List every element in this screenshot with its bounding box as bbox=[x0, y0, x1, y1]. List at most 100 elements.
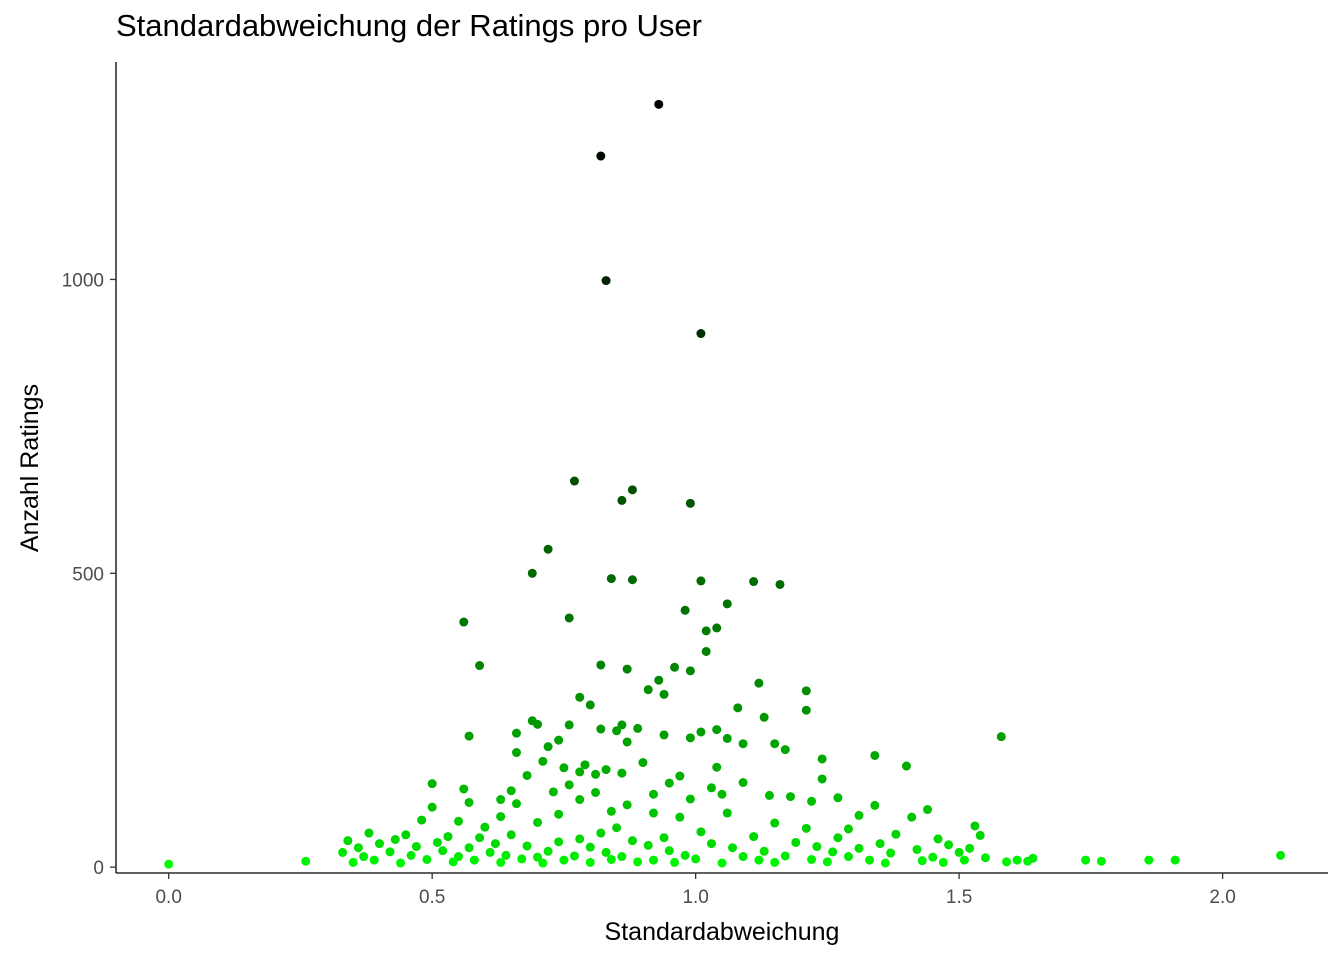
data-point bbox=[374, 839, 384, 849]
data-point bbox=[475, 661, 485, 671]
data-point bbox=[606, 806, 616, 816]
data-point bbox=[527, 568, 537, 578]
data-point bbox=[548, 787, 558, 797]
data-point bbox=[933, 834, 943, 844]
data-point bbox=[511, 799, 521, 809]
data-point bbox=[754, 855, 764, 865]
data-point bbox=[580, 760, 590, 770]
data-point bbox=[533, 817, 543, 827]
data-point bbox=[643, 840, 653, 850]
data-point bbox=[475, 833, 485, 843]
y-tick-label: 0 bbox=[93, 858, 104, 879]
data-point bbox=[385, 847, 395, 857]
data-point bbox=[390, 835, 400, 845]
data-point bbox=[691, 854, 701, 864]
data-point bbox=[870, 800, 880, 810]
data-point bbox=[575, 795, 585, 805]
data-point bbox=[353, 843, 363, 853]
x-tick-label: 0.5 bbox=[419, 887, 445, 908]
data-point bbox=[617, 768, 627, 778]
data-point bbox=[1028, 853, 1038, 863]
data-point bbox=[564, 780, 574, 790]
data-point bbox=[454, 816, 464, 826]
data-point bbox=[833, 833, 843, 843]
data-point bbox=[164, 859, 174, 869]
data-point bbox=[427, 779, 437, 789]
data-point bbox=[359, 852, 369, 862]
data-point bbox=[538, 756, 548, 766]
data-point bbox=[807, 854, 817, 864]
data-point bbox=[496, 812, 506, 822]
data-point bbox=[648, 789, 658, 799]
data-point bbox=[975, 830, 985, 840]
data-point bbox=[411, 842, 421, 852]
data-point bbox=[559, 763, 569, 773]
data-point bbox=[659, 689, 669, 699]
data-point bbox=[480, 822, 490, 832]
y-axis-ticks: 0 500 1000 bbox=[62, 270, 116, 879]
data-point bbox=[554, 735, 564, 745]
data-point bbox=[812, 842, 822, 852]
data-point bbox=[801, 686, 811, 696]
data-point bbox=[854, 843, 864, 853]
data-point bbox=[396, 858, 406, 868]
data-point bbox=[712, 762, 722, 772]
data-point bbox=[770, 857, 780, 867]
data-point bbox=[754, 678, 764, 688]
data-point bbox=[522, 770, 532, 780]
data-point bbox=[738, 852, 748, 862]
data-point bbox=[1276, 850, 1286, 860]
data-point bbox=[780, 745, 790, 755]
data-point bbox=[617, 495, 627, 505]
data-point bbox=[749, 577, 759, 587]
data-point bbox=[944, 840, 954, 850]
data-point bbox=[596, 724, 606, 734]
data-point bbox=[717, 789, 727, 799]
data-point bbox=[612, 823, 622, 833]
data-point bbox=[843, 852, 853, 862]
data-point bbox=[675, 771, 685, 781]
data-point bbox=[938, 857, 948, 867]
data-point bbox=[696, 827, 706, 837]
data-point bbox=[633, 723, 643, 733]
data-point bbox=[696, 576, 706, 586]
data-point bbox=[959, 855, 969, 865]
data-point bbox=[875, 839, 885, 849]
data-point bbox=[596, 828, 606, 838]
data-point bbox=[533, 852, 543, 862]
x-axis-ticks: 0.0 0.5 1.0 1.5 2.0 bbox=[155, 873, 1236, 908]
data-point bbox=[575, 767, 585, 777]
data-point bbox=[722, 808, 732, 818]
data-point bbox=[712, 725, 722, 735]
data-point bbox=[1144, 855, 1154, 865]
data-point bbox=[511, 748, 521, 758]
data-point bbox=[622, 800, 632, 810]
data-point bbox=[817, 774, 827, 784]
data-point bbox=[606, 574, 616, 584]
data-point bbox=[422, 854, 432, 864]
data-point bbox=[928, 852, 938, 862]
data-point bbox=[696, 329, 706, 339]
data-point bbox=[406, 850, 416, 860]
data-point bbox=[865, 855, 875, 865]
data-point bbox=[464, 797, 474, 807]
data-point bbox=[569, 476, 579, 486]
data-point bbox=[770, 739, 780, 749]
data-point bbox=[627, 485, 637, 495]
data-point bbox=[680, 850, 690, 860]
x-tick-label: 1.0 bbox=[682, 887, 708, 908]
data-point bbox=[522, 841, 532, 851]
data-point bbox=[448, 857, 458, 867]
data-point bbox=[685, 498, 695, 508]
data-point bbox=[543, 846, 553, 856]
data-point bbox=[706, 839, 716, 849]
data-point bbox=[675, 812, 685, 822]
data-point bbox=[575, 692, 585, 702]
data-point bbox=[575, 834, 585, 844]
data-point bbox=[591, 787, 601, 797]
data-point bbox=[907, 812, 917, 822]
data-point bbox=[880, 858, 890, 868]
data-point bbox=[664, 846, 674, 856]
data-point bbox=[601, 276, 611, 286]
